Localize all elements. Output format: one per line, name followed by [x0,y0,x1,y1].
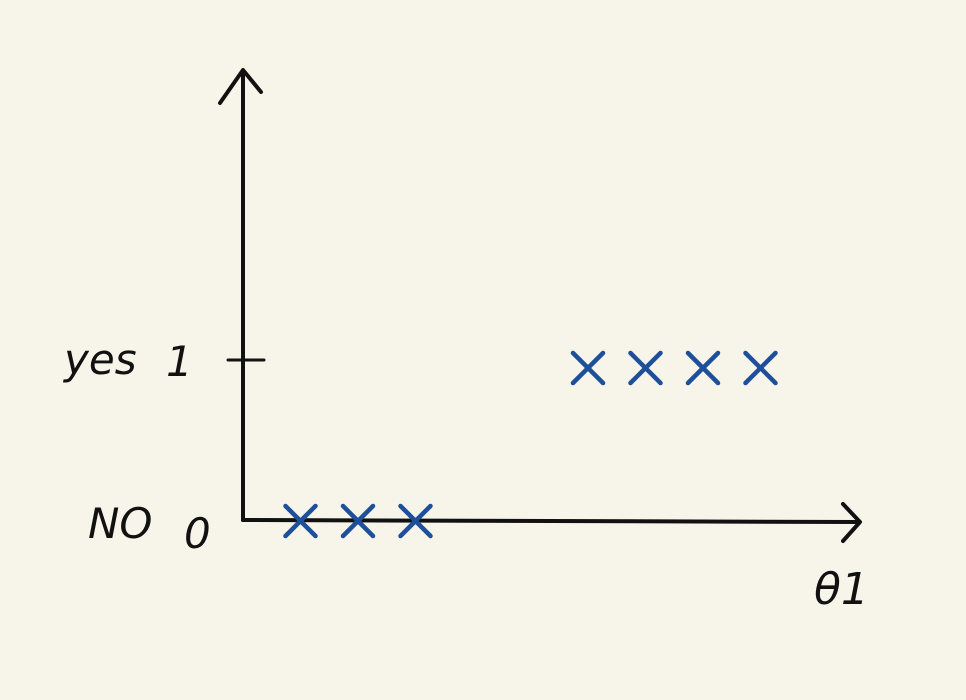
data-point-x-marker [628,350,663,386]
x-axis [241,518,860,524]
x-axis-label: θ1 [814,564,869,615]
data-point-x-marker [283,503,318,539]
data-point-x-marker [398,503,433,539]
data-point-x-marker [340,503,376,539]
y-tick-label-1: 1 [166,337,193,386]
y-category-yes: yes [62,335,137,384]
data-points [283,350,778,539]
x-axis-arrowhead [841,502,862,543]
y-axis-arrowhead [218,68,263,105]
data-point-x-marker [570,350,606,386]
data-point-x-marker [743,350,778,386]
y-category-no: NO [88,499,152,548]
y-tick-label-0: 0 [184,509,211,558]
data-point-x-marker [685,350,721,386]
